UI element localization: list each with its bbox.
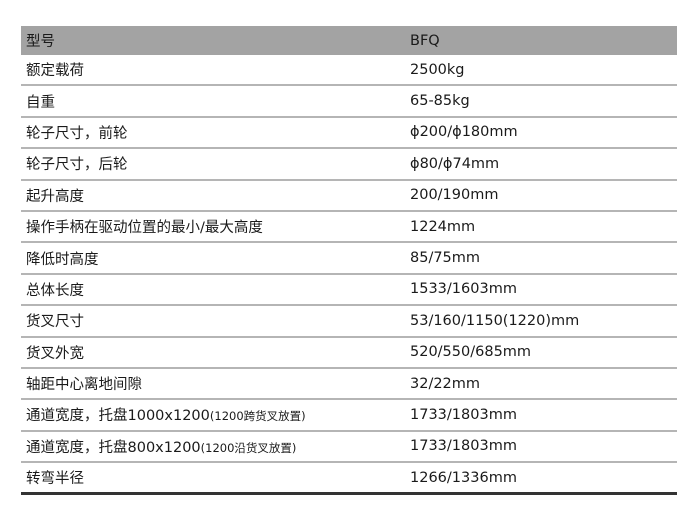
row-label-text: 操作手柄在驱动位置的最小/最大高度 [26, 220, 263, 237]
row-value: 2500kg [410, 61, 465, 78]
row-label-text: 起升高度 [26, 188, 84, 205]
row-label: 降低时高度 [21, 248, 410, 269]
row-label: 轮子尺寸，后轮 [21, 153, 410, 174]
row-label-note: (1200跨货叉放置) [209, 409, 306, 424]
row-label: 操作手柄在驱动位置的最小/最大高度 [21, 216, 410, 237]
row-value: 85/75mm [410, 250, 481, 267]
table-row: 总体长度 1533/1603mm [21, 275, 677, 307]
table-row: 起升高度 200/190mm [21, 181, 677, 212]
row-value: 1266/1336mm [410, 469, 517, 486]
table-row: 通道宽度，托盘1000x1200(1200跨货叉放置) 1733/1803mm [21, 400, 677, 432]
spec-table: 型号 BFQ 额定载荷 2500kg 自重 65-85kg 轮子尺寸，前轮 ϕ200/ϕ1… [21, 26, 677, 496]
table-header-row: 型号 BFQ [21, 26, 677, 55]
row-label-text: 货叉尺寸 [26, 314, 84, 331]
row-label: 转弯半径 [21, 467, 410, 488]
table-row: 降低时高度 85/75mm [21, 243, 677, 275]
row-label-text: 降低时高度 [26, 251, 99, 268]
row-value: 65-85kg [410, 93, 470, 110]
row-label-text: 通道宽度，托盘800x1200 [26, 439, 201, 456]
row-label-text: 总体长度 [26, 282, 84, 299]
row-label: 起升高度 [21, 185, 410, 206]
table-row: 通道宽度，托盘800x1200(1200沿货叉放置) 1733/1803mm [21, 432, 677, 464]
row-label-text: 轮子尺寸，后轮 [26, 157, 128, 174]
table-row: 操作手柄在驱动位置的最小/最大高度 1224mm [21, 212, 677, 244]
header-value: BFQ [410, 32, 440, 49]
row-label: 通道宽度，托盘800x1200(1200沿货叉放置) [21, 436, 410, 457]
table-row: 货叉尺寸 53/160/1150(1220)mm [21, 306, 677, 338]
row-value: ϕ200/ϕ180mm [410, 124, 518, 141]
table-row: 轮子尺寸，前轮 ϕ200/ϕ180mm [21, 118, 677, 150]
row-value: 32/22mm [410, 375, 481, 392]
row-label: 额定载荷 [21, 59, 410, 80]
row-label: 通道宽度，托盘1000x1200(1200跨货叉放置) [21, 404, 410, 425]
table-row: 自重 65-85kg [21, 86, 677, 118]
row-value: 1733/1803mm [410, 406, 517, 423]
row-value: 520/550/685mm [410, 344, 532, 361]
table-row: 转弯半径 1266/1336mm [21, 463, 677, 496]
table-row: 额定载荷 2500kg [21, 55, 677, 87]
row-label: 总体长度 [21, 279, 410, 300]
row-label-text: 通道宽度，托盘1000x1200 [26, 408, 210, 425]
row-label: 货叉外宽 [21, 342, 410, 363]
row-label-text: 货叉外宽 [26, 345, 84, 362]
row-label: 轮子尺寸，前轮 [21, 122, 410, 143]
table-row: 轴距中心离地间隙 32/22mm [21, 369, 677, 401]
row-label-text: 轴距中心离地间隙 [26, 377, 142, 394]
row-value: 53/160/1150(1220)mm [410, 312, 580, 329]
table-row: 货叉外宽 520/550/685mm [21, 338, 677, 369]
row-label-text: 轮子尺寸，前轮 [26, 125, 128, 142]
row-value: 1533/1603mm [410, 281, 517, 298]
row-label-note: (1200沿货叉放置) [200, 440, 297, 455]
row-value: 1224mm [410, 218, 476, 235]
table-row: 轮子尺寸，后轮 ϕ80/ϕ74mm [21, 149, 677, 181]
header-label: 型号 [26, 34, 55, 50]
row-value: 200/190mm [410, 187, 499, 204]
row-label-text: 自重 [26, 94, 55, 111]
row-label: 自重 [21, 91, 410, 112]
row-value: ϕ80/ϕ74mm [410, 155, 500, 172]
row-label-text: 额定载荷 [26, 63, 84, 80]
row-label-text: 转弯半径 [26, 471, 84, 488]
row-value: 1733/1803mm [410, 438, 517, 455]
row-label: 货叉尺寸 [21, 310, 410, 331]
row-label: 轴距中心离地间隙 [21, 373, 410, 394]
